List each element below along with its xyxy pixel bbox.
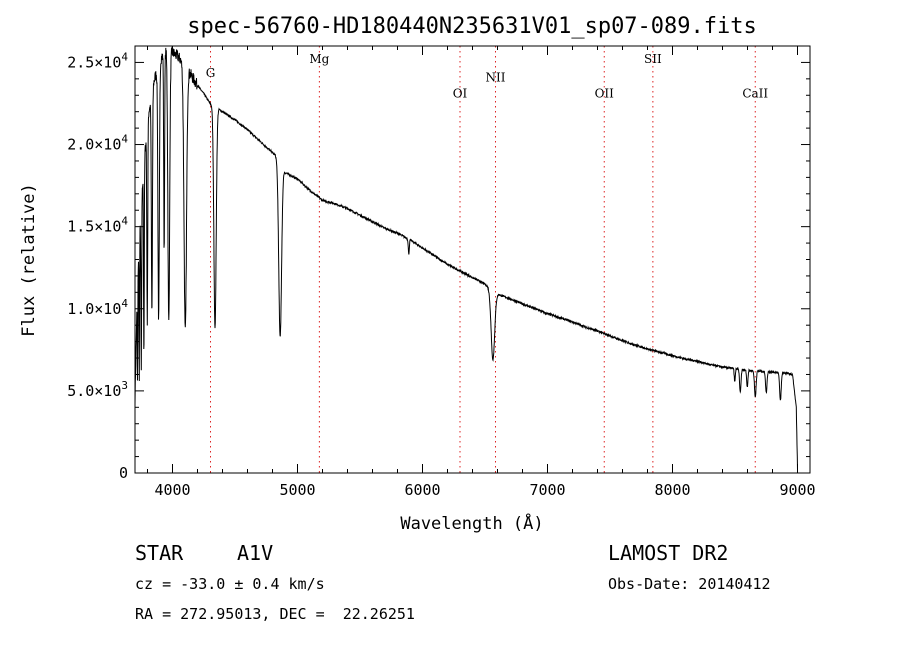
redshift-cz: cz = -33.0 ± 0.4 km/s	[135, 575, 325, 593]
y-tick-exponent: 4	[121, 133, 128, 146]
y-tick-label: 1.0×104	[67, 297, 128, 318]
observation-date: Obs-Date: 20140412	[608, 575, 771, 593]
x-tick-label: 5000	[279, 481, 315, 499]
chart-title: spec-56760-HD180440N235631V01_sp07-089.f…	[187, 14, 757, 39]
line-label: OI	[453, 87, 468, 101]
line-label: NII	[486, 70, 506, 84]
y-tick-mantissa: 0	[119, 464, 128, 482]
y-tick-label: 1.5×104	[67, 215, 128, 236]
spectrum-series	[134, 45, 798, 470]
x-tick-labels: 4000 5000 6000 7000 8000 9000	[154, 481, 815, 499]
y-tick-exponent: 3	[121, 379, 128, 392]
y-tick-mantissa: 2.0×10	[67, 136, 121, 154]
y-tick-exponent: 4	[121, 50, 128, 63]
x-tick-label: 7000	[529, 481, 565, 499]
y-tick-label: 5.0×103	[67, 379, 128, 400]
x-tick-label: 6000	[404, 481, 440, 499]
y-tick-mantissa: 2.5×10	[67, 53, 121, 71]
line-label: SII	[644, 52, 662, 66]
object-type: STAR	[135, 541, 184, 565]
y-tick-exponent: 4	[121, 297, 128, 310]
y-tick-label: 0	[119, 464, 128, 482]
line-markers: G Mg OI NII OII SII CaII	[206, 46, 768, 473]
x-tick-label: 8000	[654, 481, 690, 499]
y-tick-mantissa: 1.0×10	[67, 300, 121, 318]
line-label: Mg	[309, 52, 329, 66]
x-tick-label: 4000	[154, 481, 190, 499]
spectral-subclass: A1V	[237, 541, 274, 565]
survey-name: LAMOST DR2	[608, 541, 729, 565]
spectrum-line	[134, 45, 798, 470]
y-tick-label: 2.0×104	[67, 133, 128, 154]
coordinates: RA = 272.95013, DEC = 22.26251	[135, 605, 415, 623]
y-tick-mantissa: 5.0×10	[67, 382, 121, 400]
y-tick-exponent: 4	[121, 215, 128, 228]
y-axis-label: Flux (relative)	[19, 183, 39, 337]
y-tick-mantissa: 1.5×10	[67, 218, 121, 236]
x-tick-label: 9000	[779, 481, 815, 499]
line-label: OII	[595, 87, 615, 101]
axis-ticks	[135, 46, 810, 474]
line-label: G	[206, 66, 216, 80]
x-axis-label: Wavelength (Å)	[400, 512, 543, 534]
line-label: CaII	[742, 87, 768, 101]
y-tick-label: 2.5×104	[67, 50, 128, 71]
